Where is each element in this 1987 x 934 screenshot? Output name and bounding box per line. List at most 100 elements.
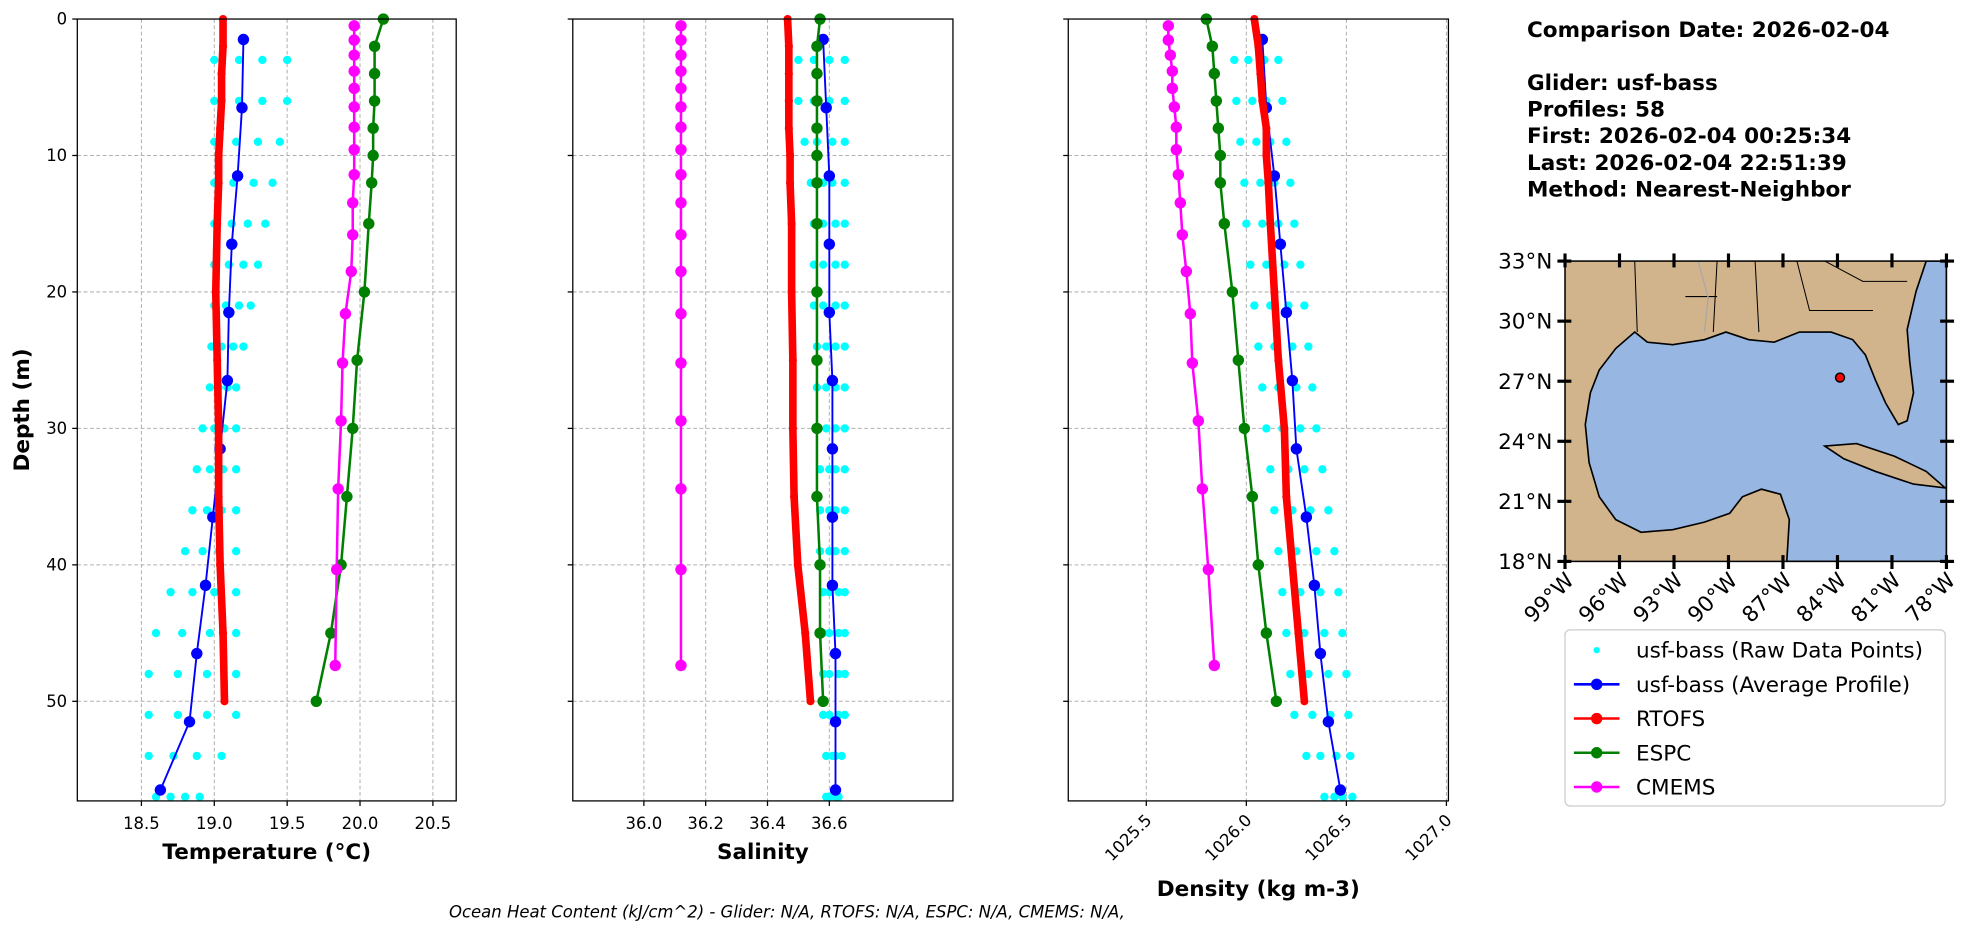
raw-point	[1324, 506, 1333, 515]
y-tick-label: 40	[46, 556, 67, 575]
profile-marker	[801, 629, 810, 638]
raw-point	[840, 465, 849, 474]
x-tick-label: 18.5	[123, 814, 160, 833]
profile-marker	[345, 265, 357, 278]
x-tick-label: 36.2	[687, 814, 724, 833]
profile-marker	[1196, 483, 1209, 495]
raw-point	[144, 710, 153, 720]
raw-point	[151, 628, 161, 638]
profile-marker	[675, 82, 687, 95]
profile-marker	[332, 483, 344, 495]
profile-marker	[784, 42, 793, 51]
profile-marker	[1294, 629, 1303, 638]
profile-marker	[784, 96, 793, 105]
raw-point	[202, 669, 212, 679]
raw-point	[205, 628, 215, 638]
profile-marker	[829, 784, 842, 796]
profile-marker	[823, 170, 836, 182]
profile-marker	[218, 629, 228, 638]
raw-point	[818, 260, 828, 269]
profile-marker	[1280, 306, 1293, 319]
raw-point	[834, 628, 843, 638]
raw-point	[1324, 669, 1333, 679]
x-tick-label: 1026.5	[1301, 811, 1355, 865]
raw-point	[1316, 587, 1325, 597]
y-tick-label: 18°N	[1498, 550, 1552, 575]
raw-point	[1342, 669, 1351, 679]
profile-marker	[231, 170, 244, 182]
profile-marker	[214, 492, 223, 501]
profile-marker	[347, 422, 359, 435]
legend-marker	[1590, 781, 1603, 793]
raw-point	[198, 424, 207, 433]
info-line: Last: 2026-02-04 22:51:39	[1527, 151, 1847, 176]
profile-marker	[1166, 82, 1179, 95]
profile-marker	[787, 287, 796, 296]
y-tick-label: 20	[46, 283, 67, 302]
profile-marker	[1334, 784, 1347, 796]
profile-marker	[1164, 49, 1177, 61]
info-line: Method: Nearest-Neighbor	[1527, 177, 1851, 202]
raw-point	[1304, 669, 1313, 679]
raw-point	[258, 55, 267, 65]
profile-marker	[368, 67, 381, 80]
x-tick-label: 96°W	[1574, 568, 1634, 628]
profile-marker	[1202, 563, 1215, 576]
y-tick-label: 30°N	[1498, 310, 1552, 335]
raw-point	[1312, 547, 1321, 556]
raw-point	[1330, 792, 1339, 802]
state-borders	[1824, 261, 1908, 282]
profile-marker	[1208, 67, 1221, 80]
raw-point	[1248, 96, 1257, 106]
raw-point	[840, 260, 849, 269]
info-line: Profiles: 58	[1527, 98, 1665, 123]
profile-marker	[1212, 122, 1225, 134]
glider-location	[1834, 372, 1846, 383]
profile-marker	[675, 483, 687, 495]
raw-point	[1262, 424, 1271, 433]
raw-point	[202, 506, 212, 515]
profile-marker	[348, 49, 360, 61]
raw-point	[1282, 137, 1291, 147]
profile-marker	[793, 560, 802, 569]
profile-marker	[336, 357, 349, 369]
profile-marker	[211, 287, 220, 296]
x-tick-label: 36.0	[626, 814, 663, 833]
raw-point	[1304, 342, 1313, 351]
profile-marker	[1322, 716, 1335, 728]
profile-marker	[1266, 219, 1275, 228]
x-tick-label: 93°W	[1629, 568, 1689, 628]
profile-marker	[217, 69, 226, 78]
raw-point	[234, 301, 244, 310]
raw-point	[831, 465, 840, 474]
y-tick-label: 27°N	[1498, 370, 1552, 395]
raw-point	[840, 342, 849, 351]
raw-point	[1286, 178, 1295, 187]
plot-frame	[1067, 18, 1450, 802]
raw-point	[840, 424, 849, 433]
profile-marker	[784, 124, 793, 133]
profile-marker	[811, 149, 823, 162]
raw-point	[1296, 260, 1305, 269]
profile-marker	[675, 34, 687, 46]
profile-marker	[811, 354, 823, 366]
profile-marker	[217, 96, 226, 105]
x-tick-label: 20.5	[415, 814, 452, 833]
profile-marker	[214, 178, 223, 187]
raw-point	[1346, 751, 1355, 761]
profile-marker	[1252, 559, 1265, 571]
raw-point	[1266, 465, 1275, 474]
raw-point	[1300, 465, 1309, 474]
raw-point	[825, 792, 834, 802]
state-borders	[1796, 261, 1873, 312]
profile-marker	[1314, 647, 1327, 660]
raw-point	[239, 342, 248, 351]
profile-marker	[1170, 143, 1183, 156]
profile-marker	[1246, 490, 1259, 503]
raw-point	[818, 301, 828, 310]
raw-point	[840, 301, 849, 310]
raw-point	[1236, 137, 1245, 147]
y-tick-label: 30	[46, 419, 67, 438]
profile-marker	[216, 124, 225, 133]
raw-point	[1344, 710, 1353, 720]
